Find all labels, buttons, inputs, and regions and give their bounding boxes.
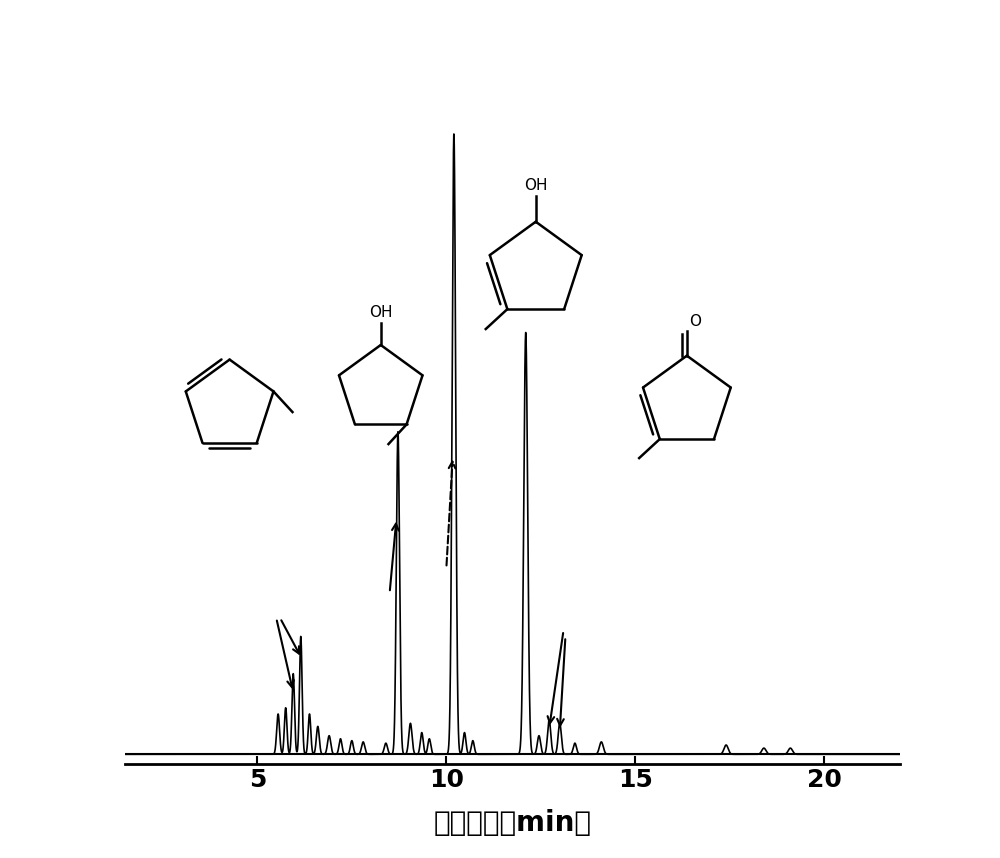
X-axis label: 保留时间（min）: 保留时间（min） <box>434 809 592 837</box>
Text: O: O <box>690 313 702 329</box>
Text: OH: OH <box>524 178 548 193</box>
Text: OH: OH <box>369 305 392 320</box>
